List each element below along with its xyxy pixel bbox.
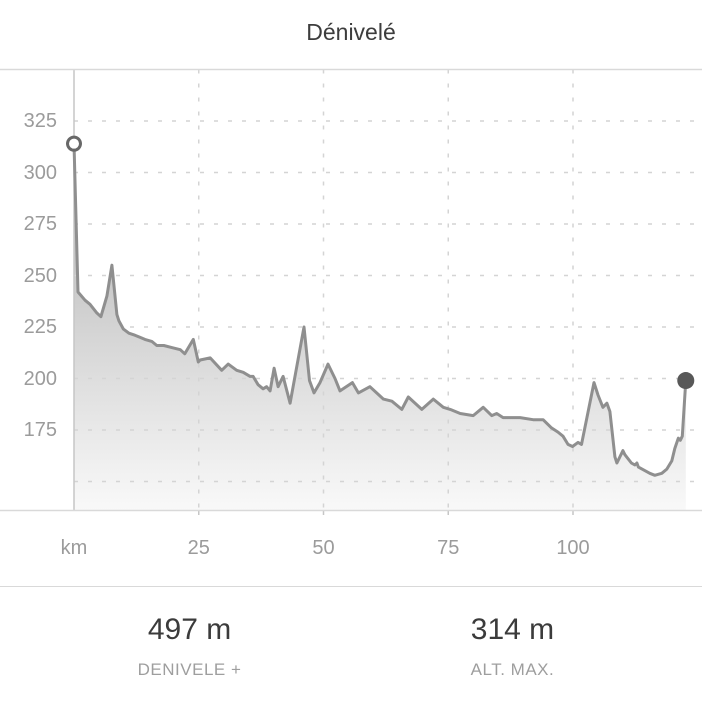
- x-tick-label-km: km: [60, 537, 88, 559]
- stat-label: DENIVELE +: [137, 660, 242, 679]
- stat-alt-max: 314 m ALT. MAX.: [471, 611, 555, 681]
- y-tick-label-300: 300: [23, 161, 57, 184]
- y-tick-label-200: 200: [23, 367, 57, 390]
- stat-value: 314 m: [470, 613, 555, 646]
- y-tick-label-275: 275: [23, 213, 57, 235]
- start-point-marker: [66, 135, 82, 152]
- x-tick-label-50: 50: [312, 537, 335, 559]
- end-point-marker: [677, 372, 695, 390]
- y-tick-label-225: 225: [23, 316, 57, 338]
- y-tick-label-250: 250: [23, 264, 57, 287]
- stat-value: 497 m: [147, 613, 232, 646]
- elevation-area: [74, 143, 686, 511]
- elevation-line: [72, 142, 688, 477]
- stat-label: ALT. MAX.: [470, 660, 555, 679]
- stat-denivele-plus: 497 m DENIVELE +: [138, 611, 242, 681]
- y-tick-label-325: 325: [23, 110, 57, 132]
- x-tick-label-25: 25: [187, 537, 210, 559]
- chart-title: Dénivelé: [306, 19, 396, 45]
- y-tick-label-175: 175: [23, 419, 57, 441]
- x-tick-label-75: 75: [437, 537, 460, 559]
- stats-separator: [0, 586, 702, 587]
- x-tick-label-100: 100: [556, 537, 590, 559]
